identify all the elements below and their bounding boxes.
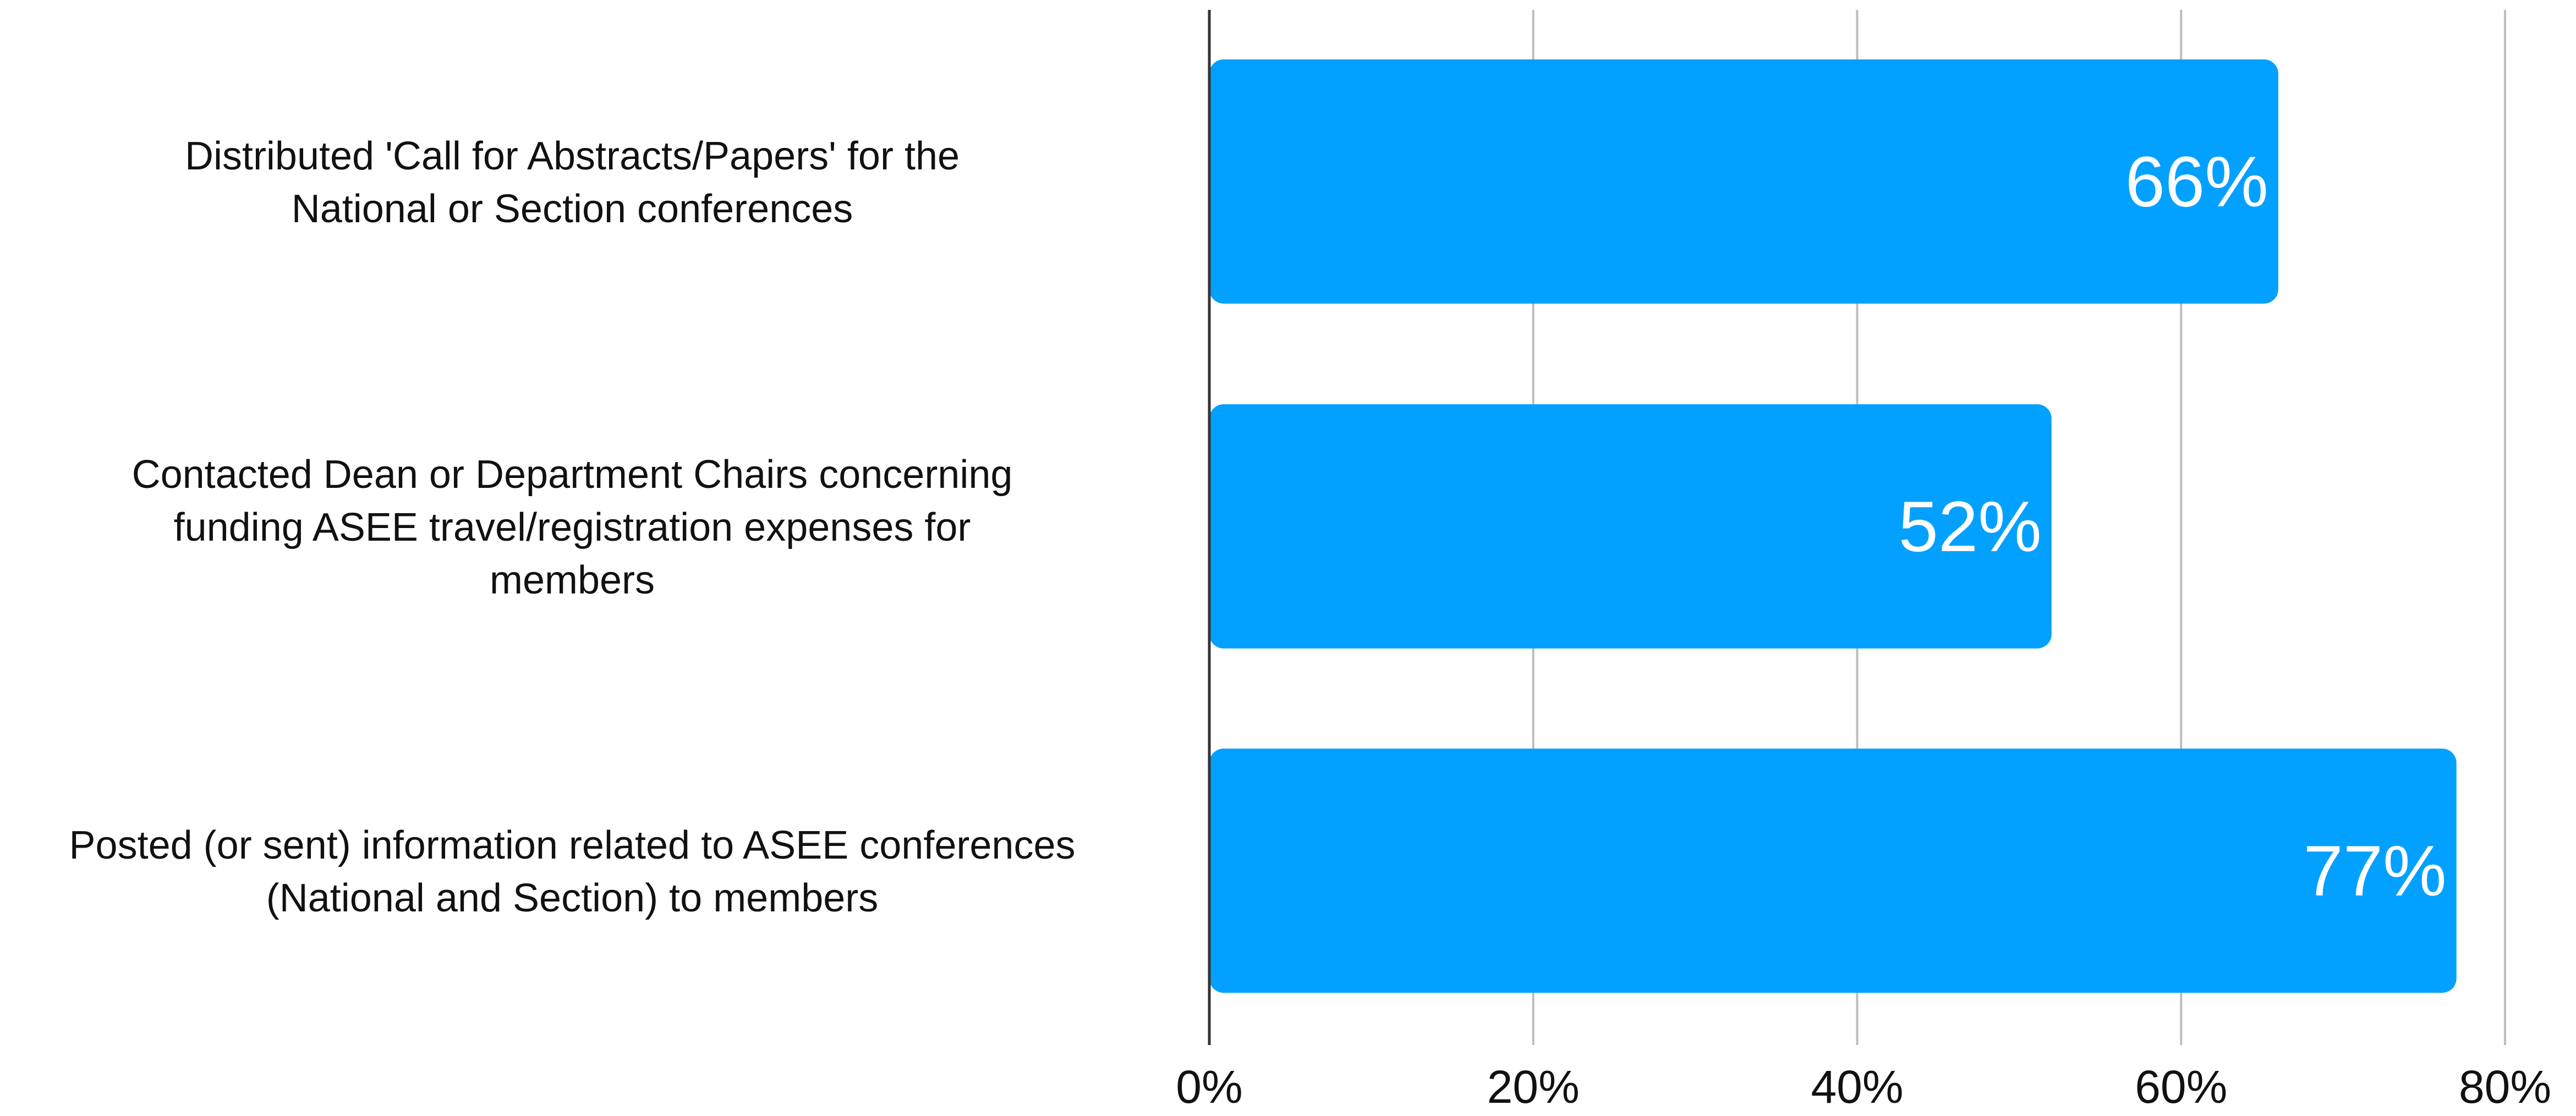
data-label-1: 52% <box>1899 486 2042 567</box>
tick-label-3: 60% <box>2135 1061 2227 1113</box>
tick-label-4: 80% <box>2459 1061 2551 1113</box>
tick-label-1: 20% <box>1487 1061 1580 1113</box>
category-labels: Distributed 'Call for Abstracts/Papers' … <box>69 134 1076 920</box>
bars <box>1209 59 2457 993</box>
tick-label-0: 0% <box>1176 1061 1242 1113</box>
category-label-2: Posted (or sent) information related to … <box>69 823 1076 920</box>
x-axis-tick-labels: 0% 20% 40% 60% 80% <box>1176 1061 2551 1113</box>
bar-0 <box>1209 59 2278 304</box>
tick-label-2: 40% <box>1811 1061 1903 1113</box>
category-label-0: Distributed 'Call for Abstracts/Papers' … <box>185 134 960 231</box>
category-label-1: Contacted Dean or Department Chairs conc… <box>132 453 1013 602</box>
bar-2 <box>1209 749 2457 993</box>
data-label-2: 77% <box>2303 831 2446 911</box>
data-label-0: 66% <box>2125 141 2268 222</box>
